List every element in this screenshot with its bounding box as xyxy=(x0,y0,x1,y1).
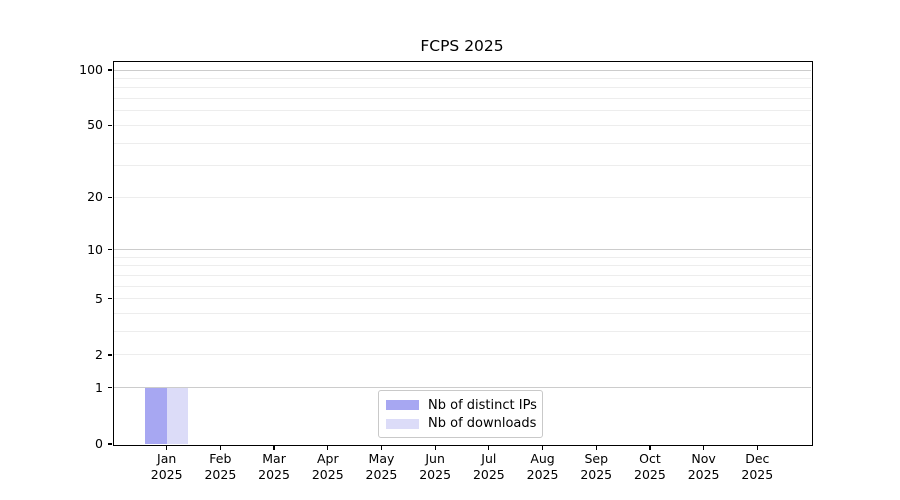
x-tick-label: Aug 2025 xyxy=(526,451,559,482)
gridline-minor xyxy=(113,331,811,333)
gridline-minor xyxy=(113,256,811,258)
x-tick-mark xyxy=(649,445,651,450)
gridline-minor xyxy=(113,142,811,144)
x-tick-mark xyxy=(380,445,383,450)
x-tick-mark xyxy=(541,445,544,450)
y-tick-label: 2 xyxy=(95,346,103,362)
y-tick-mark xyxy=(107,196,112,198)
legend-swatch-downloads-icon xyxy=(386,418,419,429)
gridline-minor xyxy=(113,285,811,287)
gridline-minor xyxy=(113,77,811,79)
y-tick-label: 100 xyxy=(79,62,103,77)
y-tick-label: 1 xyxy=(95,379,103,395)
x-tick-mark xyxy=(756,445,758,450)
x-tick-label: Dec 2025 xyxy=(741,451,774,482)
x-tick-mark xyxy=(166,445,168,450)
x-tick-label: Sep 2025 xyxy=(580,451,613,482)
y-tick-mark xyxy=(107,298,112,300)
gridline-minor xyxy=(113,196,811,198)
legend-label-distinct-ips: Nb of distinct IPs xyxy=(428,397,537,413)
legend-swatch-distinct-ips-icon xyxy=(386,400,419,411)
y-tick-label: 20 xyxy=(87,189,103,205)
gridline-minor xyxy=(113,265,811,267)
gridline-major xyxy=(113,69,811,71)
x-tick-label: Jan 2025 xyxy=(150,451,183,482)
x-tick-mark xyxy=(219,445,221,450)
bar-jan-distinct-ips xyxy=(145,387,167,444)
x-tick-label: Nov 2025 xyxy=(687,451,720,482)
gridline-minor xyxy=(113,354,811,356)
x-tick-label: Mar 2025 xyxy=(258,451,290,482)
legend-entry-downloads: Nb of downloads xyxy=(386,415,537,434)
x-tick-label: Jun 2025 xyxy=(419,451,452,482)
y-tick-mark xyxy=(107,69,112,71)
gridline-minor xyxy=(113,165,811,167)
x-tick-mark xyxy=(434,445,436,450)
gridline-minor xyxy=(113,87,811,89)
legend-entry-distinct-ips: Nb of distinct IPs xyxy=(386,396,537,415)
y-tick-mark xyxy=(107,249,112,251)
plot-area xyxy=(112,60,813,446)
y-tick-label: 50 xyxy=(87,117,103,133)
y-tick-mark xyxy=(107,354,112,356)
gridline-minor xyxy=(113,298,811,300)
x-tick-label: Jul 2025 xyxy=(472,451,505,482)
gridline-minor xyxy=(113,98,811,100)
x-tick-label: May 2025 xyxy=(365,451,398,482)
y-tick-mark xyxy=(107,387,112,389)
legend: Nb of distinct IPs Nb of downloads xyxy=(378,390,543,438)
gridline-minor xyxy=(113,274,811,276)
y-tick-label: 0 xyxy=(95,436,103,451)
x-tick-label: Apr 2025 xyxy=(311,451,344,482)
x-tick-label: Oct 2025 xyxy=(634,451,666,482)
y-tick-mark xyxy=(107,124,112,126)
gridline-minor xyxy=(113,110,811,112)
x-tick-mark xyxy=(327,445,329,450)
chart-title: FCPS 2025 xyxy=(420,37,504,55)
x-tick-mark xyxy=(703,445,705,450)
y-tick-label: 5 xyxy=(95,290,103,306)
x-tick-mark xyxy=(273,445,275,450)
gridline-minor xyxy=(113,124,811,126)
gridline-major xyxy=(113,249,811,251)
gridline-major xyxy=(113,387,811,389)
bar-jan-downloads xyxy=(166,387,189,444)
x-tick-mark xyxy=(488,445,490,450)
y-tick-mark xyxy=(107,443,112,445)
legend-label-downloads: Nb of downloads xyxy=(428,416,537,432)
x-tick-label: Feb 2025 xyxy=(204,451,237,482)
x-tick-mark xyxy=(595,445,597,450)
gridline-minor xyxy=(113,313,811,315)
y-tick-label: 10 xyxy=(87,241,103,257)
